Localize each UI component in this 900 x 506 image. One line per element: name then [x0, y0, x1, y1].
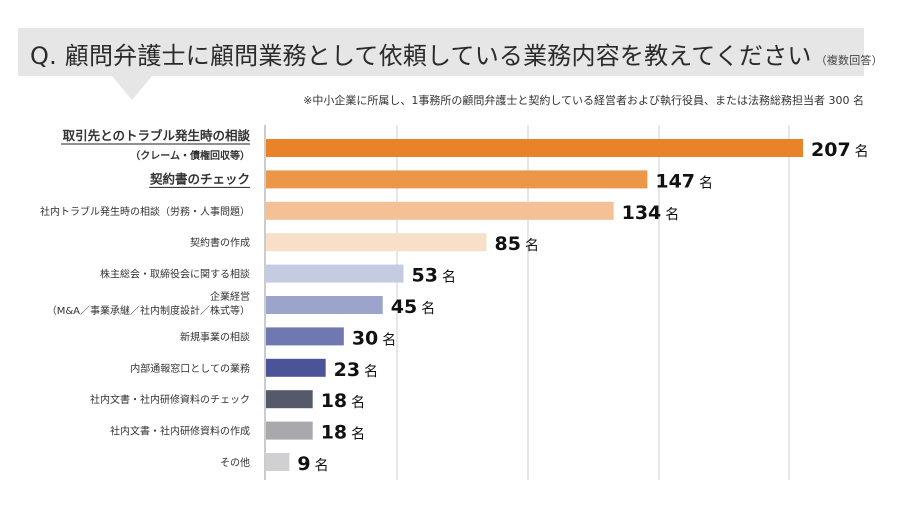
value-label-7: 30 名 [352, 327, 396, 349]
value-unit-9: 名 [351, 395, 365, 411]
category-label-1-line-1: 取引先とのトラブル発生時の相談 [63, 128, 251, 143]
chart-title: Q. 顧問弁護士に顧問業務として依頼している業務内容を教えてください （複数回答） [30, 36, 883, 71]
category-label-4: 契約書の作成 [190, 236, 250, 249]
value-unit-8: 名 [364, 364, 378, 380]
value-number-5: 53 [411, 265, 437, 287]
value-unit-6: 名 [421, 301, 435, 317]
chart-title-text: Q. 顧問弁護士に顧問業務として依頼している業務内容を教えてください [30, 42, 812, 70]
value-label-1: 207 名 [811, 139, 869, 161]
value-number-10: 18 [321, 422, 347, 444]
bar-11 [266, 453, 290, 471]
value-number-11: 9 [297, 453, 310, 475]
value-number-8: 23 [334, 359, 360, 381]
category-labels: 取引先とのトラブル発生時の相談 （クレーム・債権回収等） 契約書のチェック社内トラブ… [40, 128, 250, 469]
value-unit-11: 名 [315, 458, 329, 474]
chart-footnote: ※中小企業に所属し、1事務所の顧問弁護士と契約している経営者および執行役員、また… [303, 94, 864, 107]
bar-4 [266, 233, 487, 252]
category-label-6-line-1: 企業経営 [210, 290, 250, 303]
value-unit-1: 名 [855, 144, 869, 160]
category-label-9: 社内文書・社内研修資料のチェック [90, 393, 250, 406]
value-number-6: 45 [391, 296, 417, 318]
value-label-4: 85 名 [495, 233, 539, 255]
category-label-2: 契約書のチェック [149, 171, 250, 186]
value-label-9: 18 名 [321, 390, 365, 412]
value-unit-5: 名 [442, 270, 456, 286]
value-unit-3: 名 [665, 207, 679, 223]
value-number-4: 85 [495, 233, 521, 255]
bar-7 [266, 327, 344, 346]
category-label-3: 社内トラブル発生時の相談（労務・人事問題） [40, 205, 250, 218]
value-label-5: 53 名 [411, 265, 455, 287]
category-label-5: 株主総会・取締役会に関する相談 [100, 268, 250, 281]
value-unit-7: 名 [382, 332, 396, 348]
bar-10 [266, 421, 313, 440]
chart-title-note: （複数回答） [815, 54, 883, 67]
bar-9 [266, 390, 313, 409]
value-label-8: 23 名 [334, 359, 378, 381]
title-banner-tail [112, 76, 152, 100]
value-unit-2: 名 [699, 175, 713, 191]
category-label-10: 社内文書・社内研修資料の作成 [110, 425, 250, 438]
value-unit-10: 名 [351, 427, 365, 443]
bar-5 [266, 264, 404, 283]
bars [266, 139, 803, 471]
category-label-6-line-2: （M&A／事業承継／社内制度設計／株式等） [47, 304, 250, 317]
value-number-3: 134 [622, 202, 662, 224]
value-unit-4: 名 [525, 238, 539, 254]
bar-3 [266, 201, 614, 220]
bar-6 [266, 296, 383, 314]
bar-1 [266, 139, 803, 157]
value-number-2: 147 [655, 170, 695, 192]
value-label-3: 134 名 [622, 202, 680, 224]
category-label-11: その他 [220, 456, 250, 469]
value-number-7: 30 [352, 327, 378, 349]
value-number-9: 18 [321, 390, 347, 412]
category-label-8: 内部通報窓口としての業務 [130, 362, 250, 375]
value-label-6: 45 名 [391, 296, 435, 318]
bar-2 [266, 170, 648, 189]
title-banner [18, 28, 864, 76]
category-label-1-line-2: （クレーム・債権回収等） [130, 149, 250, 162]
value-label-10: 18 名 [321, 422, 365, 444]
category-label-7: 新規事業の相談 [180, 330, 250, 343]
value-number-1: 207 [811, 139, 851, 161]
value-label-2: 147 名 [655, 170, 713, 192]
bar-8 [266, 358, 326, 377]
